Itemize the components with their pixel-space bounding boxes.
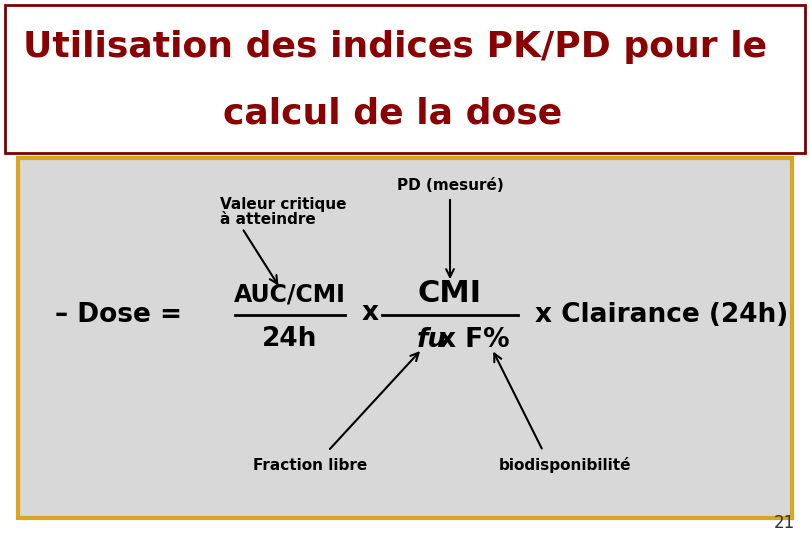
FancyBboxPatch shape: [18, 158, 792, 518]
Text: Valeur critique: Valeur critique: [220, 198, 347, 213]
Text: x: x: [361, 300, 378, 326]
Text: x F%: x F%: [439, 327, 509, 353]
Text: CMI: CMI: [418, 279, 482, 307]
Text: fu: fu: [417, 327, 447, 353]
Text: AUC/CMI: AUC/CMI: [234, 283, 346, 307]
Text: 24h: 24h: [262, 326, 318, 352]
Text: 21: 21: [774, 514, 795, 532]
Text: x Clairance (24h): x Clairance (24h): [535, 302, 788, 328]
Text: biodisponibilité: biodisponibilité: [499, 457, 631, 473]
FancyBboxPatch shape: [5, 5, 805, 153]
Text: Utilisation des indices PK/PD pour le: Utilisation des indices PK/PD pour le: [23, 30, 767, 64]
Text: – Dose =: – Dose =: [55, 302, 182, 328]
Text: calcul de la dose: calcul de la dose: [223, 96, 562, 130]
Text: PD (mesuré): PD (mesuré): [397, 178, 503, 192]
Text: à atteindre: à atteindre: [220, 213, 316, 227]
Text: Fraction libre: Fraction libre: [253, 457, 367, 472]
